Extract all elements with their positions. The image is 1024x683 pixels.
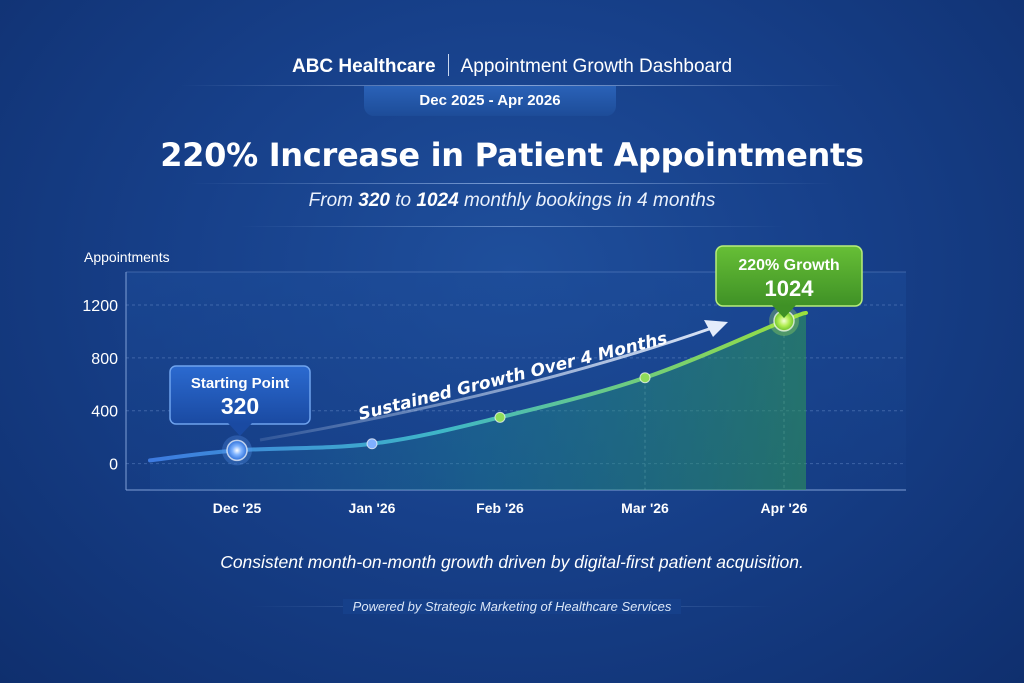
- sub-prefix: From: [308, 190, 353, 211]
- data-point: [226, 439, 248, 462]
- dashboard-title: Appointment Growth Dashboard: [460, 56, 733, 77]
- powered-by-text: Powered by Strategic Marketing of Health…: [342, 599, 682, 614]
- sub-middle: to: [395, 190, 412, 211]
- x-tick-labels: Dec '25 Jan '26 Feb '26 Mar '26 Apr '26: [213, 500, 808, 516]
- dashboard-header: ABC Healthcare Appointment Growth Dashboa…: [0, 54, 1024, 78]
- data-point: [494, 411, 506, 423]
- x-tick-label: Jan '26: [349, 500, 396, 516]
- y-tick-label: 0: [109, 457, 118, 474]
- subheadline-rule: [240, 226, 784, 227]
- end-callout: 220% Growth 1024: [715, 245, 863, 318]
- x-tick-label: Mar '26: [621, 500, 669, 516]
- end-callout-value: 1024: [765, 276, 815, 301]
- start-callout-label: Starting Point: [191, 375, 289, 392]
- x-tick-label: Feb '26: [476, 500, 524, 516]
- footer-note: Consistent month-on-month growth driven …: [220, 552, 804, 572]
- sub-start-value: 320: [358, 190, 390, 211]
- y-axis-label: Appointments: [84, 249, 170, 265]
- y-tick-label: 800: [91, 351, 118, 368]
- trend-arrow: [259, 326, 713, 442]
- x-tick-label: Apr '26: [761, 500, 808, 516]
- subheadline: From 320 to 1024 monthly bookings in 4 m…: [0, 190, 1024, 212]
- end-callout-label: 220% Growth: [738, 257, 839, 274]
- series-area: [150, 312, 806, 490]
- headline-rule: [190, 183, 834, 184]
- headline: 220% Increase in Patient Appointments: [160, 136, 864, 174]
- header-divider: [447, 54, 449, 76]
- trend-arrowhead: [704, 320, 728, 337]
- powered-by: Powered by Strategic Marketing of Health…: [0, 599, 1024, 614]
- header-rule: [180, 85, 844, 86]
- y-tick-label: 400: [91, 404, 118, 421]
- data-point: [639, 372, 651, 384]
- data-points: [222, 305, 799, 466]
- date-range-badge: Dec 2025 - Apr 2026: [364, 86, 616, 116]
- sub-end-value: 1024: [416, 190, 459, 211]
- data-point: [366, 438, 378, 450]
- y-tick-labels: 0 400 800 1200: [82, 298, 118, 474]
- y-tick-label: 1200: [82, 298, 118, 315]
- sub-suffix: monthly bookings in 4 months: [463, 190, 716, 211]
- start-callout-value: 320: [221, 393, 259, 419]
- org-name: ABC Healthcare: [291, 56, 436, 77]
- start-callout: Starting Point 320: [169, 365, 311, 436]
- x-tick-label: Dec '25: [213, 500, 262, 516]
